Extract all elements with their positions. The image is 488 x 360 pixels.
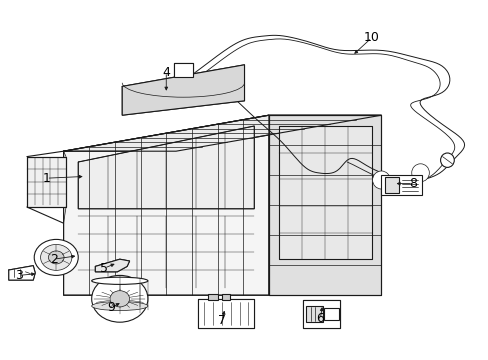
Ellipse shape	[372, 171, 389, 189]
Polygon shape	[278, 126, 371, 259]
Text: 3: 3	[15, 269, 22, 282]
Polygon shape	[323, 308, 338, 320]
Polygon shape	[385, 177, 398, 193]
Polygon shape	[78, 126, 254, 209]
Ellipse shape	[41, 244, 72, 270]
Text: 6: 6	[316, 312, 324, 325]
Ellipse shape	[91, 302, 148, 310]
Polygon shape	[63, 115, 381, 151]
Ellipse shape	[110, 291, 129, 307]
Polygon shape	[27, 157, 66, 207]
Polygon shape	[9, 266, 35, 280]
Text: 5: 5	[100, 262, 108, 275]
Text: 2: 2	[50, 253, 58, 266]
Polygon shape	[207, 294, 217, 300]
Text: 7: 7	[218, 314, 226, 327]
Polygon shape	[122, 65, 244, 115]
Polygon shape	[95, 259, 129, 272]
Polygon shape	[268, 115, 381, 295]
Text: 10: 10	[363, 31, 379, 44]
Ellipse shape	[440, 153, 453, 167]
Polygon shape	[173, 63, 193, 77]
Ellipse shape	[91, 277, 148, 284]
Polygon shape	[305, 306, 322, 322]
Text: 1: 1	[42, 172, 50, 185]
Ellipse shape	[91, 275, 148, 322]
Polygon shape	[222, 294, 229, 300]
Text: 4: 4	[162, 66, 170, 78]
Polygon shape	[303, 300, 339, 328]
Ellipse shape	[48, 251, 64, 264]
Ellipse shape	[34, 239, 78, 275]
Polygon shape	[63, 115, 268, 295]
Text: 8: 8	[408, 177, 416, 190]
FancyBboxPatch shape	[381, 175, 421, 195]
Polygon shape	[198, 299, 254, 328]
Text: 9: 9	[107, 301, 115, 314]
Ellipse shape	[411, 164, 428, 182]
